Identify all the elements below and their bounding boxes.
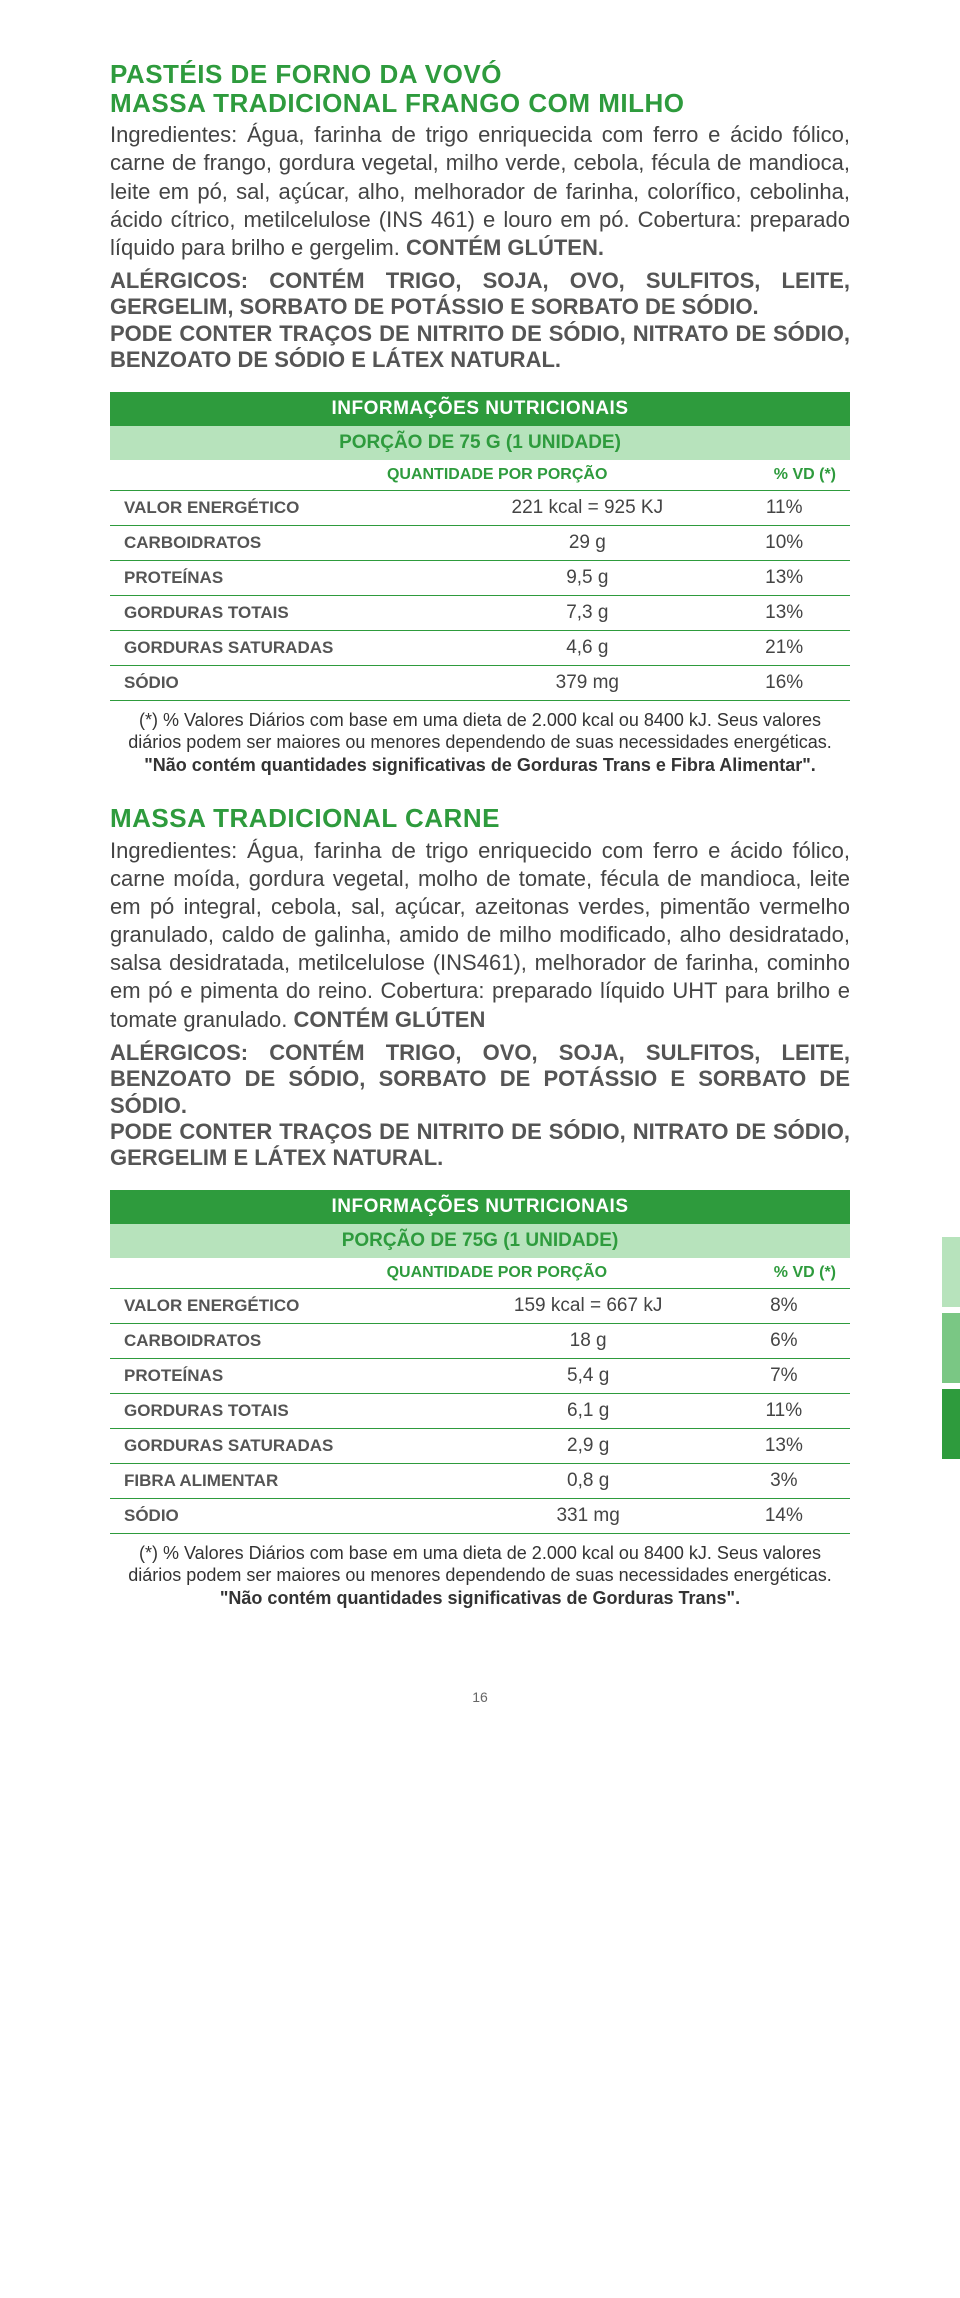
table2-col-vd: % VD (*) bbox=[718, 1258, 850, 1289]
product1-allergen: ALÉRGICOS: CONTÉM TRIGO, SOJA, OVO, SULF… bbox=[110, 268, 850, 374]
table2-col-qty: QUANTIDADE POR PORÇÃO bbox=[110, 1258, 718, 1289]
row-label: GORDURAS SATURADAS bbox=[110, 630, 456, 665]
row-label: GORDURAS TOTAIS bbox=[110, 1393, 459, 1428]
row-label: PROTEÍNAS bbox=[110, 1358, 459, 1393]
row-qty: 4,6 g bbox=[456, 630, 718, 665]
row-label: VALOR ENERGÉTICO bbox=[110, 1288, 459, 1323]
row-label: GORDURAS SATURADAS bbox=[110, 1428, 459, 1463]
product2-ingredients: Ingredientes: Água, farinha de trigo enr… bbox=[110, 837, 850, 1034]
table-row: GORDURAS TOTAIS7,3 g13% bbox=[110, 595, 850, 630]
row-label: GORDURAS TOTAIS bbox=[110, 595, 456, 630]
table2-portion: PORÇÃO DE 75G (1 UNIDADE) bbox=[110, 1224, 850, 1258]
page-number: 16 bbox=[110, 1689, 850, 1705]
row-qty: 5,4 g bbox=[459, 1358, 718, 1393]
table-row: VALOR ENERGÉTICO221 kcal = 925 KJ11% bbox=[110, 490, 850, 525]
table1-col-vd: % VD (*) bbox=[718, 460, 850, 491]
row-label: PROTEÍNAS bbox=[110, 560, 456, 595]
table-row: FIBRA ALIMENTAR0,8 g3% bbox=[110, 1463, 850, 1498]
row-vd: 11% bbox=[718, 490, 850, 525]
table-row: SÓDIO331 mg14% bbox=[110, 1498, 850, 1533]
row-vd: 3% bbox=[718, 1463, 850, 1498]
row-qty: 159 kcal = 667 kJ bbox=[459, 1288, 718, 1323]
page-main-title: PASTÉIS DE FORNO DA VOVÓ bbox=[110, 60, 850, 89]
table-row: PROTEÍNAS5,4 g7% bbox=[110, 1358, 850, 1393]
row-label: FIBRA ALIMENTAR bbox=[110, 1463, 459, 1498]
table-row: CARBOIDRATOS29 g10% bbox=[110, 525, 850, 560]
product1-gluten: CONTÉM GLÚTEN. bbox=[406, 235, 604, 260]
row-label: CARBOIDRATOS bbox=[110, 1323, 459, 1358]
row-vd: 11% bbox=[718, 1393, 850, 1428]
row-qty: 331 mg bbox=[459, 1498, 718, 1533]
table-row: GORDURAS TOTAIS6,1 g11% bbox=[110, 1393, 850, 1428]
row-qty: 221 kcal = 925 KJ bbox=[456, 490, 718, 525]
row-vd: 14% bbox=[718, 1498, 850, 1533]
product1-footnote1: (*) % Valores Diários com base em uma di… bbox=[128, 710, 831, 753]
row-qty: 29 g bbox=[456, 525, 718, 560]
table1-col-qty: QUANTIDADE POR PORÇÃO bbox=[110, 460, 718, 491]
tab-light bbox=[942, 1237, 960, 1307]
row-qty: 18 g bbox=[459, 1323, 718, 1358]
row-vd: 10% bbox=[718, 525, 850, 560]
row-qty: 7,3 g bbox=[456, 595, 718, 630]
row-vd: 16% bbox=[718, 665, 850, 700]
row-vd: 7% bbox=[718, 1358, 850, 1393]
row-qty: 0,8 g bbox=[459, 1463, 718, 1498]
row-vd: 8% bbox=[718, 1288, 850, 1323]
table1-portion: PORÇÃO DE 75 G (1 UNIDADE) bbox=[110, 426, 850, 460]
product2-title: MASSA TRADICIONAL CARNE bbox=[110, 804, 850, 833]
table-row: CARBOIDRATOS18 g6% bbox=[110, 1323, 850, 1358]
row-vd: 13% bbox=[718, 595, 850, 630]
product2-nutrition-table: INFORMAÇÕES NUTRICIONAIS PORÇÃO DE 75G (… bbox=[110, 1190, 850, 1534]
product2-footnote: (*) % Valores Diários com base em uma di… bbox=[110, 1542, 850, 1610]
row-label: SÓDIO bbox=[110, 665, 456, 700]
product2-allergen: ALÉRGICOS: CONTÉM TRIGO, OVO, SOJA, SULF… bbox=[110, 1040, 850, 1172]
table1-header: INFORMAÇÕES NUTRICIONAIS bbox=[110, 392, 850, 426]
product1-title: MASSA TRADICIONAL FRANGO COM MILHO bbox=[110, 89, 850, 118]
row-vd: 13% bbox=[718, 1428, 850, 1463]
product1-footnote2: "Não contém quantidades significativas d… bbox=[144, 755, 816, 775]
product1-footnote: (*) % Valores Diários com base em uma di… bbox=[110, 709, 850, 777]
tab-dark bbox=[942, 1389, 960, 1459]
row-label: CARBOIDRATOS bbox=[110, 525, 456, 560]
product2-ingredients-text: Ingredientes: Água, farinha de trigo enr… bbox=[110, 838, 850, 1032]
row-qty: 2,9 g bbox=[459, 1428, 718, 1463]
product1-ingredients: Ingredientes: Água, farinha de trigo enr… bbox=[110, 121, 850, 262]
table-row: PROTEÍNAS9,5 g13% bbox=[110, 560, 850, 595]
row-qty: 9,5 g bbox=[456, 560, 718, 595]
row-label: SÓDIO bbox=[110, 1498, 459, 1533]
table-row: GORDURAS SATURADAS4,6 g21% bbox=[110, 630, 850, 665]
product2-footnote2: "Não contém quantidades significativas d… bbox=[220, 1588, 740, 1608]
row-vd: 6% bbox=[718, 1323, 850, 1358]
tab-mid bbox=[942, 1313, 960, 1383]
row-qty: 6,1 g bbox=[459, 1393, 718, 1428]
table-row: VALOR ENERGÉTICO159 kcal = 667 kJ8% bbox=[110, 1288, 850, 1323]
table-row: GORDURAS SATURADAS2,9 g13% bbox=[110, 1428, 850, 1463]
side-tabs bbox=[942, 1237, 960, 1465]
row-qty: 379 mg bbox=[456, 665, 718, 700]
table-row: SÓDIO379 mg16% bbox=[110, 665, 850, 700]
product2-footnote1: (*) % Valores Diários com base em uma di… bbox=[128, 1543, 831, 1586]
row-label: VALOR ENERGÉTICO bbox=[110, 490, 456, 525]
row-vd: 21% bbox=[718, 630, 850, 665]
product2-gluten: CONTÉM GLÚTEN bbox=[293, 1007, 485, 1032]
table2-header: INFORMAÇÕES NUTRICIONAIS bbox=[110, 1190, 850, 1224]
row-vd: 13% bbox=[718, 560, 850, 595]
product1-nutrition-table: INFORMAÇÕES NUTRICIONAIS PORÇÃO DE 75 G … bbox=[110, 392, 850, 701]
